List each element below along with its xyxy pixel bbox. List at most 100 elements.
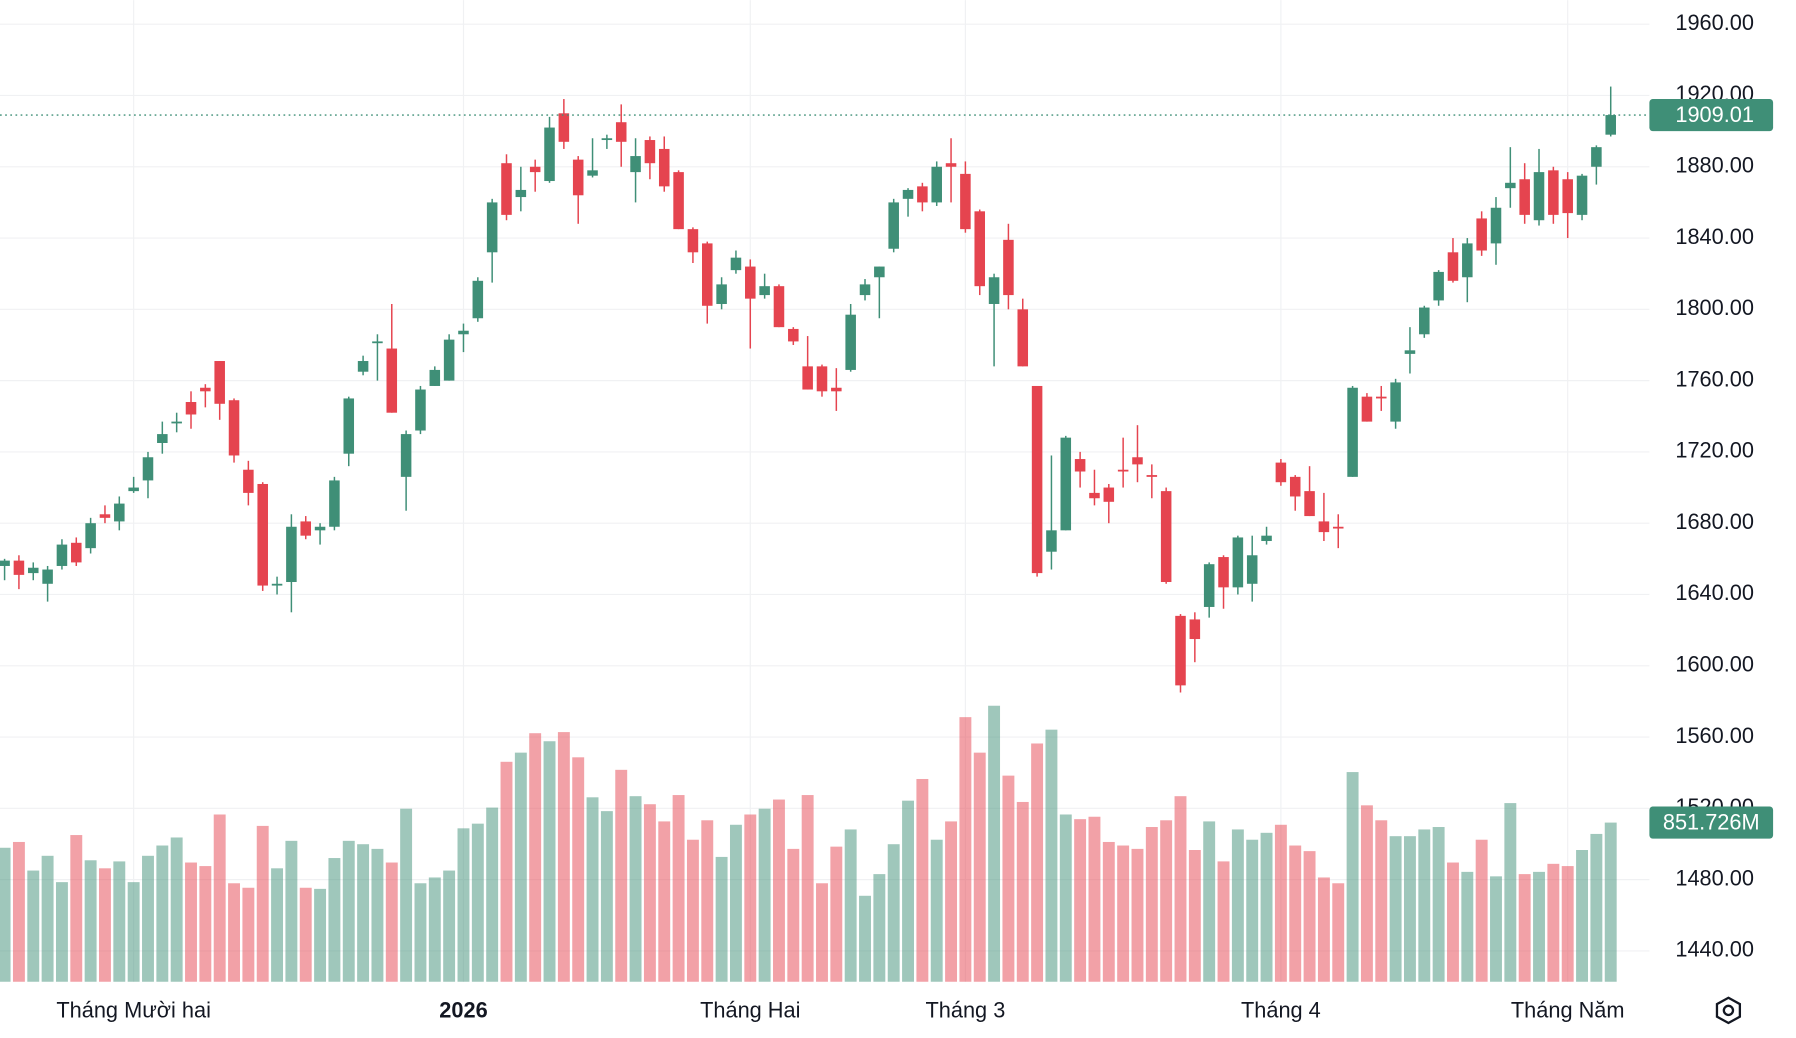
candle-body: [788, 328, 799, 342]
candle-body: [314, 526, 326, 531]
candle-body: [816, 366, 828, 392]
candle-body: [1361, 396, 1373, 422]
candle-body: [644, 140, 656, 164]
volume-bar: [414, 883, 427, 982]
y-tick-label: 1640.00: [1675, 580, 1754, 605]
settings-hexagon: [1715, 996, 1742, 1025]
volume-bar: [600, 811, 613, 982]
volume-bar: [27, 870, 40, 982]
candle-body: [1304, 491, 1315, 517]
volume-bar: [844, 829, 857, 982]
volume-bar: [357, 844, 370, 982]
candle-body: [730, 257, 742, 271]
volume-bar: [500, 761, 513, 982]
candle-body: [1562, 179, 1573, 214]
volume-bar: [830, 846, 843, 982]
candle-body: [1347, 387, 1358, 477]
volume-bar: [471, 823, 484, 982]
volume-bar: [557, 732, 570, 982]
volume-bar: [400, 808, 413, 982]
settings-icon[interactable]: [1715, 996, 1742, 1025]
volume-bar: [1432, 827, 1445, 982]
volume-bar: [1289, 845, 1302, 982]
candle-body: [1376, 396, 1387, 399]
volume-bar: [1131, 848, 1144, 982]
volume-bar: [170, 837, 183, 982]
candles: [0, 86, 1616, 693]
volume-bar: [916, 778, 929, 982]
candle-body: [1433, 271, 1444, 301]
volume-bar: [586, 797, 599, 982]
volume-bar: [1203, 821, 1216, 982]
x-tick-label: Tháng 4: [1241, 997, 1321, 1022]
candle-body: [357, 361, 369, 372]
candle-body: [1505, 182, 1516, 189]
x-tick-label: Tháng Năm: [1511, 997, 1625, 1022]
volume-bar: [156, 845, 169, 982]
volume-bar: [1590, 833, 1603, 982]
volume-bar: [873, 874, 886, 982]
volume-bar: [1389, 836, 1402, 982]
volume-bar: [328, 858, 341, 982]
volume-bar: [615, 769, 628, 982]
y-tick-label: 1720.00: [1675, 438, 1754, 463]
candle-body: [56, 544, 68, 566]
candle-body: [1218, 557, 1229, 588]
candle-body: [458, 330, 469, 335]
volume-bar: [1303, 851, 1316, 982]
volume-bar: [701, 820, 714, 982]
candle-body: [658, 148, 670, 187]
volume-bar: [816, 883, 828, 982]
candle-body: [587, 170, 598, 176]
candle-body: [27, 567, 39, 574]
candle-body: [544, 127, 555, 182]
volume-bar: [486, 807, 499, 982]
candle-body: [486, 202, 498, 253]
candle-body: [142, 457, 154, 481]
candle-body: [902, 189, 914, 199]
candle-body: [615, 122, 627, 142]
volume-bar: [658, 821, 671, 982]
volume-bar: [1016, 801, 1029, 982]
candle-body: [572, 159, 584, 196]
candle-body: [1031, 385, 1043, 574]
candle-body: [745, 266, 756, 299]
volume-bar: [99, 868, 111, 982]
candle-body: [1089, 492, 1100, 499]
candle-body: [243, 469, 254, 493]
volume-bar: [887, 844, 900, 982]
last-volume-badge: [1649, 806, 1774, 839]
volume-bar: [930, 839, 943, 982]
volume-bar: [959, 717, 972, 982]
volume-bar: [299, 887, 312, 982]
y-tick-label: 1600.00: [1675, 652, 1754, 677]
volume-bar: [1490, 876, 1502, 982]
candle-body: [99, 514, 111, 518]
volume-bar: [758, 808, 771, 982]
y-tick-label: 1800.00: [1675, 295, 1754, 320]
x-tick-label: Tháng 3: [925, 997, 1005, 1022]
last-price-label: 1909.01: [1675, 102, 1754, 127]
candle-body: [1548, 170, 1559, 215]
candle-body: [1476, 218, 1487, 251]
candle-body: [558, 113, 570, 142]
volume-bar: [185, 862, 197, 982]
volume-bar: [385, 862, 398, 982]
volume-bar: [285, 840, 298, 982]
volume-bar: [41, 855, 54, 982]
candle-body: [1390, 382, 1401, 422]
candle-body: [701, 243, 713, 306]
volume-bar: [228, 883, 240, 982]
volume-bar: [371, 848, 384, 982]
volume-bar: [1188, 850, 1201, 982]
candle-body: [515, 189, 527, 198]
candle-body: [1003, 239, 1014, 296]
volume-bar: [787, 848, 800, 982]
candle-body: [472, 280, 484, 319]
volume-bar: [1045, 729, 1058, 982]
volume-bar: [314, 888, 327, 982]
candle-body: [1419, 307, 1430, 335]
volume-bar: [1031, 743, 1044, 982]
volume-bar: [1518, 874, 1531, 982]
volume-bar: [142, 855, 154, 982]
